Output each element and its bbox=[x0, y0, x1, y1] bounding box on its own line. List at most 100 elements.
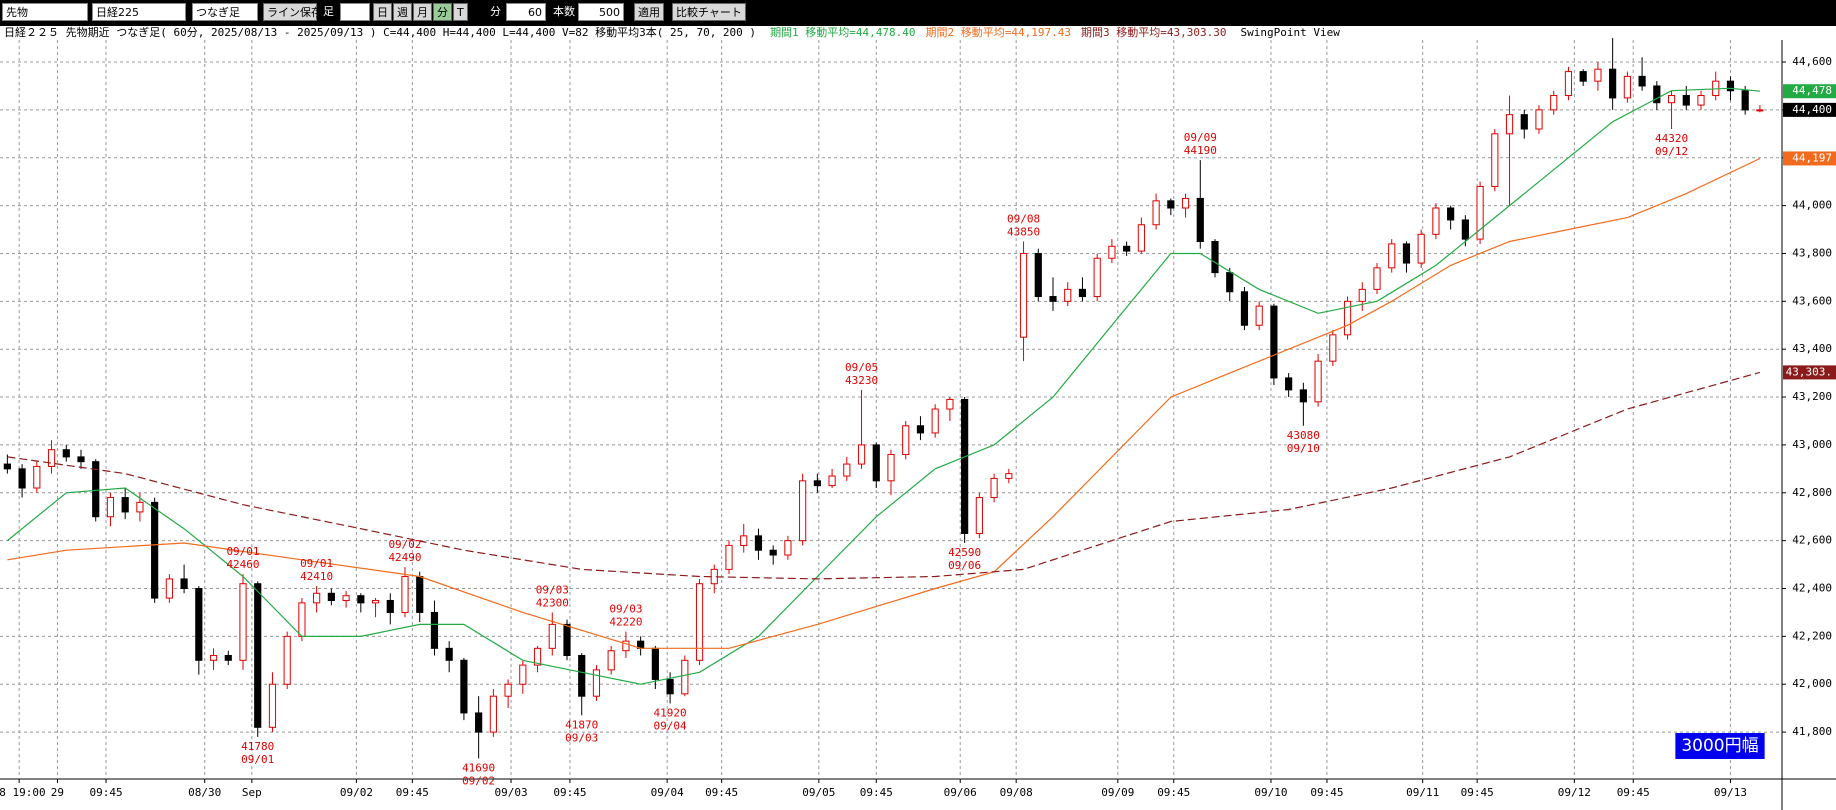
price-tag bbox=[1783, 84, 1836, 99]
candle-body bbox=[77, 456, 85, 463]
candle-body bbox=[1741, 90, 1749, 111]
candle-body bbox=[1594, 68, 1602, 82]
save-button[interactable]: ライン保存 bbox=[263, 3, 322, 21]
swing-price: 41780 bbox=[241, 740, 274, 753]
swing-date: 09/02 bbox=[462, 774, 495, 787]
candle-body bbox=[62, 449, 70, 458]
candle-body bbox=[622, 640, 630, 652]
candle-body bbox=[1638, 75, 1646, 87]
toolbar: 先物 日経225 つなぎ足 ライン保存 足 日 週 月 分 T 分 60 本数 … bbox=[0, 0, 1836, 26]
candle-body bbox=[1019, 252, 1028, 338]
swing-price: 42300 bbox=[536, 596, 569, 609]
candle-body bbox=[769, 549, 777, 556]
y-tick-label: 43,800 bbox=[1792, 246, 1832, 259]
candle-body bbox=[931, 408, 939, 434]
x-tick-label: 09/09 bbox=[1101, 786, 1134, 799]
candle-body bbox=[946, 398, 954, 410]
minute-input[interactable]: 60 bbox=[506, 3, 546, 21]
candle-body bbox=[1314, 360, 1322, 403]
month-button[interactable]: 月 bbox=[413, 3, 432, 21]
y-tick-label: 44,600 bbox=[1792, 55, 1832, 68]
tick-button[interactable]: T bbox=[453, 3, 468, 21]
bar-input[interactable] bbox=[340, 3, 370, 21]
y-tick-label: 41,800 bbox=[1792, 725, 1832, 738]
mode-select[interactable]: つなぎ足 bbox=[192, 3, 258, 21]
candle-body bbox=[1432, 207, 1440, 235]
x-tick-label: 09:45 bbox=[396, 786, 429, 799]
candle-body bbox=[1520, 114, 1528, 130]
x-tick-label: 09/02 bbox=[340, 786, 373, 799]
swing-date: 09/05 bbox=[845, 361, 878, 374]
ma-line bbox=[7, 157, 1761, 649]
candle-body bbox=[975, 497, 983, 534]
candle-body bbox=[371, 599, 380, 604]
swing-date: 09/06 bbox=[948, 559, 981, 572]
candle-body bbox=[872, 444, 880, 482]
x-tick-label: 09:45 bbox=[860, 786, 893, 799]
swing-price: 42410 bbox=[300, 570, 333, 583]
candle-body bbox=[916, 425, 925, 434]
x-tick-label: 09/13 bbox=[1714, 786, 1747, 799]
y-tick-label: 42,800 bbox=[1792, 486, 1832, 499]
candle-body bbox=[121, 497, 129, 513]
chart-title: 日経２２５ 先物期近 つなぎ足( 60分, 2025/08/13 - 2025/… bbox=[4, 26, 756, 39]
candle-body bbox=[1270, 305, 1278, 379]
candle-body bbox=[1152, 200, 1160, 226]
x-tick-label: 09:45 bbox=[89, 786, 122, 799]
candle-body bbox=[165, 578, 173, 599]
candle-body bbox=[1093, 257, 1101, 298]
swing-price: 42460 bbox=[226, 558, 259, 571]
candle-body bbox=[1667, 95, 1676, 104]
range-label: 3000円幅 bbox=[1681, 736, 1758, 756]
day-button[interactable]: 日 bbox=[373, 3, 392, 21]
swing-date: 09/12 bbox=[1655, 145, 1688, 158]
market-select[interactable]: 先物 bbox=[2, 3, 88, 21]
count-input[interactable]: 500 bbox=[578, 3, 624, 21]
candle-body bbox=[1682, 95, 1690, 106]
y-tick-label: 42,400 bbox=[1792, 582, 1832, 595]
candle-body bbox=[1181, 197, 1190, 209]
candle-body bbox=[681, 659, 689, 695]
price-tag-label: 44,197 bbox=[1792, 151, 1832, 164]
candle-body bbox=[1623, 75, 1631, 99]
candle-body bbox=[1461, 219, 1469, 240]
candle-body bbox=[1064, 288, 1072, 302]
candle-body bbox=[1402, 243, 1411, 264]
candle-body bbox=[357, 595, 365, 604]
symbol-select[interactable]: 日経225 bbox=[92, 3, 186, 21]
swing-price: 42220 bbox=[609, 616, 642, 629]
candle-body bbox=[725, 544, 733, 570]
candle-body bbox=[1756, 109, 1764, 112]
candle-body bbox=[430, 611, 439, 649]
minute-button[interactable]: 分 bbox=[433, 3, 452, 21]
candle-body bbox=[475, 712, 483, 733]
candle-body bbox=[813, 480, 821, 487]
candle-body bbox=[283, 635, 291, 685]
x-tick-label: 09:45 bbox=[705, 786, 738, 799]
candle-body bbox=[33, 465, 41, 489]
chart-subtitle: SwingPoint View bbox=[1241, 26, 1341, 39]
candle-body bbox=[828, 475, 836, 487]
y-tick-label: 43,200 bbox=[1792, 390, 1832, 403]
candle-body bbox=[1137, 224, 1145, 252]
candle-body bbox=[548, 623, 556, 649]
week-button[interactable]: 週 bbox=[393, 3, 412, 21]
price-tag bbox=[1783, 102, 1836, 117]
compare-button[interactable]: 比較チャート bbox=[672, 3, 746, 21]
swing-date: 09/09 bbox=[1184, 131, 1217, 144]
y-tick-label: 42,200 bbox=[1792, 629, 1832, 642]
candle-body bbox=[3, 463, 11, 470]
candle-body bbox=[151, 501, 159, 599]
apply-button[interactable]: 適用 bbox=[634, 3, 664, 21]
candle-body bbox=[578, 655, 586, 697]
x-tick-label: 09:45 bbox=[1617, 786, 1650, 799]
candle-body bbox=[1343, 300, 1352, 336]
candle-body bbox=[106, 497, 115, 518]
x-tick-label: 28 19:00 bbox=[0, 786, 46, 799]
candle-body bbox=[1049, 296, 1057, 302]
candle-body bbox=[1167, 200, 1175, 209]
x-tick-label: 08/30 bbox=[188, 786, 221, 799]
swing-date: 09/04 bbox=[654, 719, 687, 732]
candle-body bbox=[666, 678, 674, 695]
range-label-box bbox=[1675, 733, 1765, 759]
